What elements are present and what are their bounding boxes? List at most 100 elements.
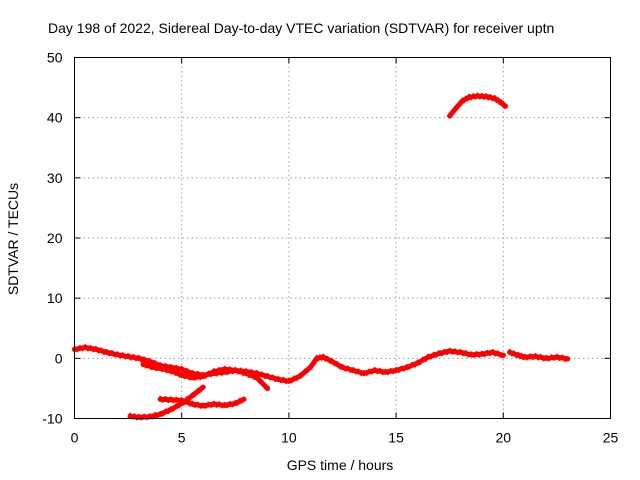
tick-layer: 0 5 10 15 20 25 -10 0 10 20 30 40 50 xyxy=(42,50,618,446)
data-point xyxy=(468,352,474,358)
data-point xyxy=(498,100,504,106)
data-point xyxy=(475,93,481,99)
data-point xyxy=(170,369,176,375)
data-point xyxy=(329,358,335,364)
data-point xyxy=(157,396,163,402)
y-tick-label: 40 xyxy=(47,110,63,126)
data-point xyxy=(453,105,459,111)
data-point xyxy=(200,384,206,390)
data-point xyxy=(168,397,174,403)
data-point xyxy=(179,372,185,378)
data-point xyxy=(114,352,120,358)
data-point xyxy=(565,356,571,362)
y-tick-label: 50 xyxy=(47,50,63,66)
data-point xyxy=(522,354,528,360)
data-point xyxy=(243,370,249,376)
x-axis-label: GPS time / hours xyxy=(287,457,394,473)
data-point xyxy=(189,370,195,376)
data-point xyxy=(361,370,367,376)
data-point xyxy=(157,411,163,417)
data-point xyxy=(140,361,146,367)
y-tick-label: 0 xyxy=(55,350,63,366)
data-point xyxy=(382,369,388,375)
data-point xyxy=(232,400,238,407)
data-point xyxy=(136,355,142,361)
data-point xyxy=(307,364,313,370)
data-point xyxy=(151,364,157,370)
data-point xyxy=(554,354,560,360)
data-point xyxy=(241,396,247,402)
data-point xyxy=(286,378,292,384)
data-point xyxy=(82,344,88,351)
data-point xyxy=(179,366,185,372)
x-tick-label: 25 xyxy=(603,430,619,446)
data-point xyxy=(211,401,217,407)
x-tick-label: 10 xyxy=(281,430,297,446)
data-point xyxy=(515,352,521,358)
data-point xyxy=(320,354,326,360)
series-arc-low-2 xyxy=(157,395,247,409)
x-tick-label: 0 xyxy=(71,430,79,446)
data-point xyxy=(127,413,133,419)
data-point xyxy=(447,113,453,119)
data-point xyxy=(404,364,410,370)
data-point xyxy=(222,402,228,408)
data-point xyxy=(436,350,442,357)
data-point xyxy=(189,393,195,399)
data-point xyxy=(532,353,539,360)
series-layer xyxy=(71,92,571,421)
y-tick-label: 30 xyxy=(47,170,63,186)
series-arc-dip xyxy=(140,361,271,391)
data-point xyxy=(264,373,271,379)
data-point xyxy=(211,369,217,375)
x-tick-label: 5 xyxy=(178,430,186,446)
data-point xyxy=(168,406,174,413)
data-point xyxy=(222,366,228,372)
y-axis-label: SDTVAR / TECUs xyxy=(5,183,21,295)
data-point xyxy=(457,349,463,355)
data-point xyxy=(93,346,99,352)
data-point xyxy=(200,373,206,379)
data-point xyxy=(460,98,466,104)
y-tick-label: 10 xyxy=(47,290,63,306)
series-arc-main xyxy=(71,344,506,385)
data-point xyxy=(189,375,195,381)
data-point xyxy=(393,367,399,373)
data-point xyxy=(275,376,281,382)
data-point xyxy=(161,366,168,372)
data-point xyxy=(264,385,271,391)
data-point xyxy=(232,367,238,373)
data-point xyxy=(104,349,110,355)
y-tick-label: -10 xyxy=(42,411,62,427)
data-point xyxy=(314,355,320,361)
data-point xyxy=(479,351,485,357)
data-point xyxy=(447,348,453,354)
data-point xyxy=(414,360,421,366)
data-point xyxy=(466,94,472,100)
data-point xyxy=(500,352,506,358)
data-point xyxy=(297,373,303,379)
data-point xyxy=(507,349,513,355)
data-point xyxy=(254,375,260,381)
series-arc-tail xyxy=(507,348,571,362)
data-point xyxy=(179,397,185,403)
data-point xyxy=(543,355,549,361)
data-point xyxy=(372,367,378,373)
x-tick-label: 15 xyxy=(388,430,404,446)
data-point xyxy=(350,367,356,373)
data-point xyxy=(483,94,489,100)
data-point xyxy=(490,349,496,355)
data-point xyxy=(200,403,206,409)
series-arc-low-1 xyxy=(127,384,206,421)
chart-title: Day 198 of 2022, Sidereal Day-to-day VTE… xyxy=(48,20,554,36)
data-point xyxy=(125,353,131,360)
data-point xyxy=(425,354,431,360)
x-tick-label: 20 xyxy=(496,430,512,446)
series-arc-high xyxy=(447,92,508,119)
data-point xyxy=(339,364,346,370)
data-point xyxy=(136,414,142,420)
data-point xyxy=(502,103,508,109)
data-point xyxy=(189,401,195,407)
y-tick-label: 20 xyxy=(47,230,63,246)
